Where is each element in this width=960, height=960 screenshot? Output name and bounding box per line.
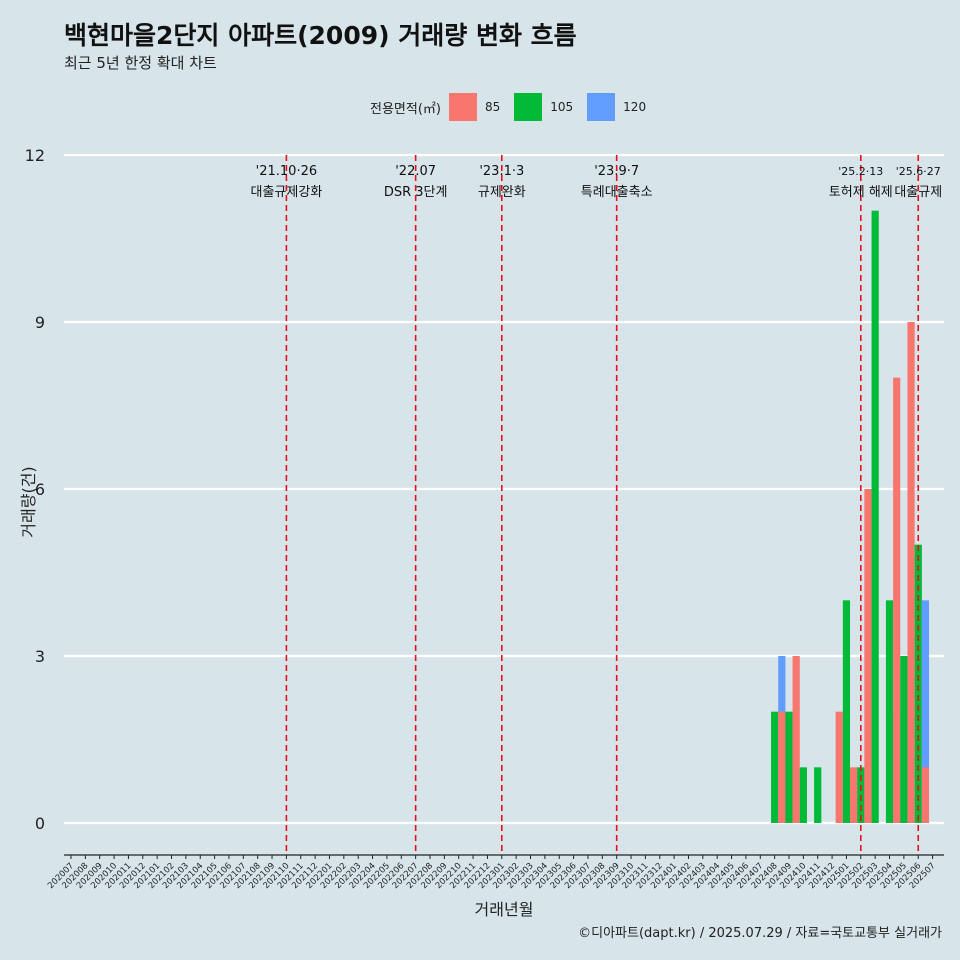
credit-text: ©디아파트(dapt.kr) / 2025.07.29 / 자료=국토교통부 실…	[578, 926, 942, 941]
event-date-202207: '22.07	[395, 164, 436, 179]
legend-label-120: 120	[623, 100, 647, 114]
chart-title: 백현마을2단지 아파트(2009) 거래량 변화 흐름	[64, 21, 577, 50]
chart-subtitle: 최근 5년 한정 확대 차트	[64, 54, 217, 72]
event-date-202506: '25.6·27	[896, 165, 941, 178]
bar-85-202505	[893, 377, 901, 823]
legend-label-85: 85	[484, 100, 501, 114]
legend-item-105: 105	[514, 93, 573, 121]
legend-key-85	[448, 93, 477, 121]
event-label-202502: 토허제 해제	[829, 185, 893, 200]
y-tick-label-6: 6	[35, 480, 45, 499]
legend-item-120: 120	[587, 93, 646, 121]
bar-85-202502	[850, 767, 858, 823]
bar-105-202410	[799, 767, 807, 823]
event-date-202301: '23.1·3	[479, 164, 524, 179]
bar-105-202408	[771, 711, 779, 823]
bar-85-202503	[864, 489, 872, 823]
bar-85-202501	[835, 711, 843, 823]
bar-85-202506	[907, 322, 915, 823]
event-label-202506: 대출규제	[894, 185, 942, 200]
event-date-202309: '23.9·7	[594, 164, 639, 179]
event-label-202110: 대출규제강화	[251, 185, 323, 200]
y-tick-label-9: 9	[35, 313, 45, 332]
legend-key-120	[587, 93, 616, 121]
y-tick-label-0: 0	[35, 814, 45, 833]
bar-105-202409	[785, 711, 793, 823]
legend-key-105	[514, 93, 543, 121]
bar-85-202409	[778, 711, 786, 823]
y-tick-label-3: 3	[35, 647, 45, 666]
bar-105-202505	[900, 656, 908, 823]
event-date-202502: '25.2·13	[838, 165, 883, 178]
legend: 전용면적(㎡) 85 105 120	[370, 92, 660, 122]
legend-title: 전용면적(㎡)	[370, 101, 441, 117]
bar-120-202506	[921, 600, 930, 823]
x-axis-title: 거래년월	[475, 900, 534, 919]
event-label-202309: 특례대출축소	[581, 185, 653, 200]
bar-105-202503	[871, 210, 879, 823]
bar-105-202411	[814, 767, 822, 823]
legend-item-85: 85	[448, 93, 501, 121]
event-label-202301: 규제완화	[478, 185, 526, 200]
y-axis-title: 거래량(건)	[19, 466, 38, 537]
bar-105-202501	[842, 600, 851, 823]
y-tick-label-12: 12	[25, 146, 45, 165]
bar-105-202504	[885, 600, 894, 823]
event-label-202207: DSR 3단계	[384, 185, 448, 200]
bar-105-202506	[914, 544, 922, 823]
bar-85-202507	[921, 767, 929, 823]
legend-label-105: 105	[550, 100, 574, 114]
event-date-202110: '21.10·26	[256, 164, 317, 179]
bar-85-202410	[792, 656, 800, 823]
